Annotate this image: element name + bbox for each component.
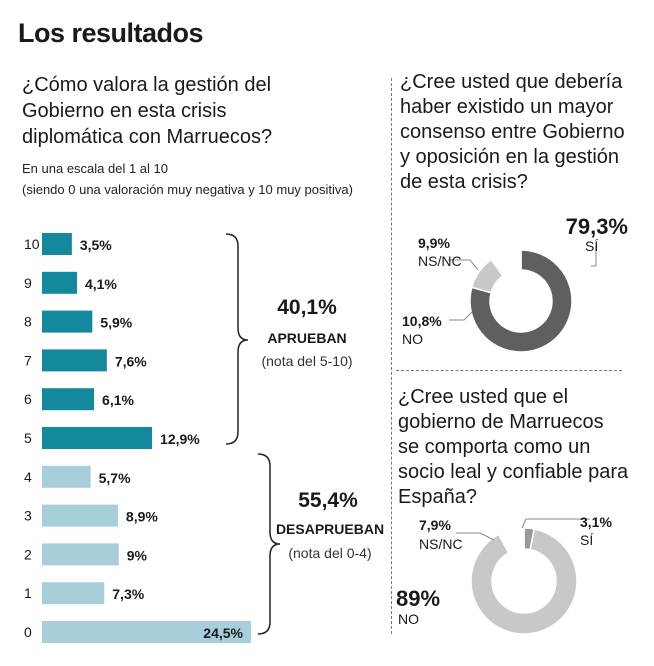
question-1-line: ¿Cómo valora la gestión del [22, 74, 272, 96]
question-2-line: haber existido un mayor [400, 96, 614, 118]
donut-slice [497, 527, 525, 554]
question-2-line: y oposición en la gestión [400, 146, 620, 168]
bar-category-label: 3 [24, 508, 32, 524]
slice-value-label: 89% [396, 586, 440, 611]
bar-value-label: 12,9% [160, 431, 200, 447]
bar [42, 621, 251, 643]
bar-category-label: 2 [24, 546, 32, 562]
bar [42, 349, 107, 372]
disapprove-sub: (nota del 0-4) [288, 545, 371, 561]
slice-name-label: SÍ [580, 532, 593, 548]
slice-name-label: NS/NC [418, 253, 462, 269]
leader-line [521, 518, 590, 529]
bar-category-label: 8 [24, 314, 32, 330]
leader-line [456, 532, 495, 541]
question-2-line: ¿Cree usted que debería [400, 71, 623, 93]
bar [42, 388, 95, 411]
bar-category-label: 0 [24, 624, 32, 640]
slice-name-label: NO [402, 331, 423, 347]
slice-value-label: 3,1% [580, 514, 612, 530]
disapprove-bracket [257, 453, 281, 635]
donut-slice [469, 249, 573, 353]
question-1-line: Gobierno en esta crisis [22, 100, 227, 122]
bar [42, 427, 153, 449]
question-2-line: de esta crisis? [400, 171, 528, 193]
question-3: ¿Cree usted que el gobierno de Marruecos… [398, 385, 650, 510]
donut-chart-consensus: 79,3%SÍ 9,9% NS/NC 10,8% NO [402, 214, 628, 353]
bar-category-label: 4 [24, 469, 32, 485]
question-2-line: consenso entre Gobierno [400, 121, 625, 143]
donut-slice [470, 528, 578, 635]
scale-note-line: (siendo 0 una valoración muy negativa y … [22, 182, 353, 197]
question-1-line: diplomática con Marruecos? [22, 126, 273, 148]
bar-value-label: 7,3% [112, 586, 144, 602]
slice-value-label: 79,3% [566, 214, 628, 239]
scale-note-line: En una escala del 1 al 10 [22, 161, 168, 176]
slice-name-label: NO [398, 611, 419, 627]
bar-value-label: 8,9% [126, 509, 158, 525]
bar-value-label: 7,6% [115, 353, 147, 369]
bar [42, 271, 77, 294]
slice-value-label: 7,9% [419, 517, 451, 533]
approve-sub: (nota del 5-10) [261, 353, 352, 369]
bar-category-label: 10 [24, 236, 40, 252]
bar-value-label: 6,1% [102, 392, 134, 408]
bar-value-label: 3,5% [80, 237, 112, 253]
donut-slice [490, 249, 522, 277]
bar-category-label: 5 [24, 430, 32, 446]
bar-category-label: 6 [24, 391, 32, 407]
bar-value-label: 5,9% [100, 315, 132, 331]
page-title: Los resultados [18, 18, 204, 48]
bar-value-label: 5,7% [99, 470, 131, 486]
slice-name-label: SÍ [585, 238, 598, 254]
donut-chart-morocco: 3,1% SÍ 7,9% NS/NC 89%NO [396, 514, 612, 635]
bar-category-label: 1 [24, 585, 32, 601]
disapprove-pct: 55,4% [298, 489, 358, 512]
bar-chart: 10 3,5%9 4,1%8 5,9%7 7,6%6 6,1%5 12,9%4 5,7%3 8,… [24, 233, 251, 643]
slice-value-label: 9,9% [418, 235, 450, 251]
bar-value-label: 4,1% [85, 276, 117, 292]
question-3-line: gobierno de Marruecos [398, 411, 604, 433]
horizontal-divider [396, 370, 622, 371]
bar [42, 543, 119, 566]
leader-line [449, 311, 473, 321]
bar [42, 233, 72, 255]
question-3-line: España? [398, 486, 477, 508]
bar [42, 310, 93, 333]
leader-line [591, 246, 597, 267]
question-2: ¿Cree usted que debería haber existido u… [400, 70, 650, 195]
approve-pct: 40,1% [277, 296, 337, 319]
disapprove-label: DESAPRUEBAN [276, 521, 384, 537]
question-3-line: socio leal y confiable para [398, 461, 629, 483]
bar [42, 465, 91, 488]
question-3-line: ¿Cree usted que el [398, 386, 569, 408]
question-1: ¿Cómo valora la gestión del Gobierno en … [22, 72, 352, 150]
scale-note: En una escala del 1 al 10 (siendo 0 una … [22, 158, 353, 200]
approve-bracket [225, 233, 249, 445]
approve-label: APRUEBAN [267, 330, 346, 346]
vertical-divider [391, 78, 392, 634]
slice-name-label: NS/NC [419, 536, 463, 552]
slice-value-label: 10,8% [402, 313, 442, 329]
bar-category-label: 7 [24, 352, 32, 368]
question-3-line: se comporta como un [398, 436, 591, 458]
bar [42, 582, 105, 605]
bar-category-label: 9 [24, 275, 32, 291]
leader-line [448, 259, 479, 271]
bar-value-label: 9% [127, 547, 148, 563]
bar-value-label: 24,5% [203, 625, 243, 641]
bar [42, 504, 118, 527]
